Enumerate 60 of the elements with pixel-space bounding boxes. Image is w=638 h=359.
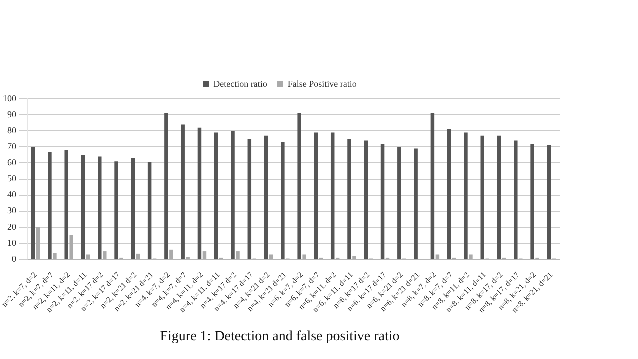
y-tick-label: 10 bbox=[8, 238, 17, 248]
bar bbox=[53, 253, 57, 260]
text: Figure 1: Detection and false positive ratio bbox=[160, 329, 400, 344]
bar bbox=[302, 254, 306, 260]
y-tick-label: 100 bbox=[3, 93, 17, 104]
bar bbox=[436, 254, 440, 260]
bar bbox=[430, 113, 435, 260]
bar bbox=[202, 252, 207, 260]
bar bbox=[231, 131, 235, 260]
bar bbox=[148, 162, 152, 260]
bar bbox=[70, 235, 74, 260]
bar bbox=[264, 136, 268, 260]
bar bbox=[364, 140, 368, 260]
bar bbox=[136, 254, 140, 260]
bar bbox=[352, 256, 356, 260]
y-tick-label: 0 bbox=[12, 254, 17, 264]
legend-label: False Positive ratio bbox=[288, 78, 358, 89]
bar bbox=[48, 152, 52, 260]
bar bbox=[164, 113, 168, 260]
bar bbox=[181, 124, 185, 260]
legend-label: Detection ratio bbox=[214, 78, 268, 89]
y-tick-label: 20 bbox=[8, 222, 17, 232]
y-tick-label: 60 bbox=[8, 158, 17, 168]
bar bbox=[464, 132, 468, 260]
y-tick-label: 50 bbox=[8, 174, 17, 184]
bar bbox=[514, 140, 518, 260]
bar bbox=[314, 132, 318, 260]
y-tick-label: 70 bbox=[8, 142, 17, 152]
bar bbox=[398, 147, 402, 260]
bar bbox=[380, 144, 385, 260]
bar bbox=[269, 254, 274, 260]
bar bbox=[114, 162, 118, 260]
bar bbox=[214, 132, 218, 260]
bar bbox=[131, 158, 136, 260]
y-tick-label: 80 bbox=[8, 125, 17, 136]
bar bbox=[103, 252, 107, 260]
bar bbox=[547, 146, 552, 260]
bar bbox=[497, 136, 502, 260]
bar bbox=[81, 155, 86, 260]
bar bbox=[236, 252, 240, 260]
bar bbox=[64, 150, 68, 260]
bar bbox=[414, 148, 418, 260]
bar bbox=[198, 128, 202, 260]
bar bbox=[31, 147, 36, 260]
bar bbox=[469, 254, 473, 260]
y-tick-label: 40 bbox=[8, 190, 17, 200]
bar bbox=[170, 250, 174, 260]
bar bbox=[36, 227, 40, 260]
bar bbox=[248, 139, 252, 260]
bar bbox=[86, 254, 90, 260]
bar bbox=[530, 144, 534, 260]
bar bbox=[348, 139, 352, 260]
bar bbox=[330, 132, 335, 260]
bar bbox=[281, 142, 285, 260]
y-tick-label: 30 bbox=[8, 206, 17, 216]
bar bbox=[298, 113, 302, 260]
y-tick-label: 90 bbox=[8, 109, 17, 120]
bar bbox=[447, 130, 452, 260]
bar bbox=[98, 156, 102, 260]
bar bbox=[480, 136, 484, 260]
